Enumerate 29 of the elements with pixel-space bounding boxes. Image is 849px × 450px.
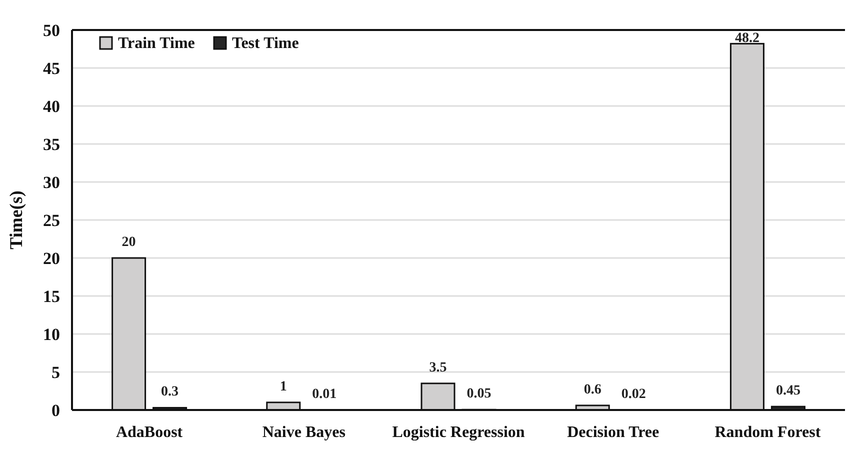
legend-label: Test Time	[232, 35, 299, 52]
data-label: 0.02	[621, 386, 646, 402]
y-tick-label: 20	[43, 248, 60, 268]
y-tick-label: 0	[52, 400, 60, 420]
y-tick-label: 30	[43, 172, 60, 192]
y-tick-label: 25	[43, 210, 60, 230]
y-tick-label: 40	[43, 96, 60, 116]
y-tick-label: 45	[43, 58, 60, 78]
data-label: 48.2	[734, 31, 760, 46]
x-tick-label: Naive Bayes	[262, 424, 346, 441]
y-tick-label: 35	[43, 134, 60, 154]
data-label: 3.5	[429, 360, 447, 376]
data-label: 0.01	[312, 386, 337, 402]
y-tick-label: 10	[43, 324, 60, 344]
x-tick-label: Decision Tree	[567, 424, 660, 441]
data-label: 0.3	[161, 384, 179, 400]
data-label: 20	[122, 235, 136, 250]
data-label: 0.6	[584, 382, 602, 398]
data-label: 0.45	[776, 384, 800, 399]
x-tick-label: Random Forest	[714, 424, 822, 441]
data-label: 0.05	[466, 386, 492, 402]
y-tick-label: 50	[43, 20, 60, 40]
legend-label: Train Time	[118, 35, 195, 52]
y-tick-label: 5	[52, 362, 60, 382]
y-tick-label: 15	[43, 286, 60, 306]
x-tick-label: Logistic Regression	[392, 424, 525, 441]
data-label: 1	[280, 379, 287, 394]
y-axis-title: Time(s)	[6, 190, 26, 250]
x-tick-label: AdaBoost	[116, 424, 184, 441]
